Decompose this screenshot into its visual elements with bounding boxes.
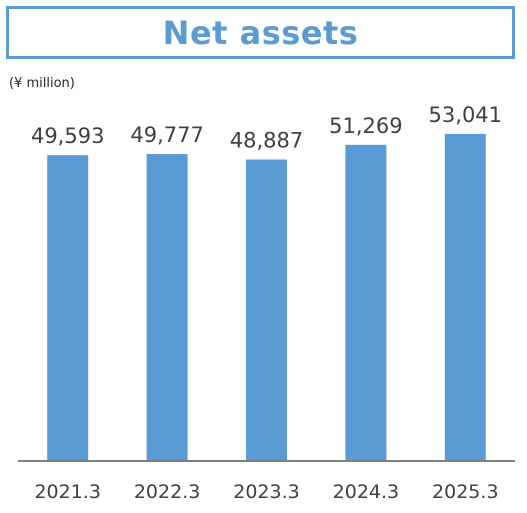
data-label-2023.3: 48,887 bbox=[230, 129, 303, 153]
x-tick-label-2025.3: 2025.3 bbox=[432, 481, 498, 503]
bar-2023.3 bbox=[246, 159, 287, 462]
x-tick-label-2021.3: 2021.3 bbox=[34, 481, 100, 503]
bar-2025.3 bbox=[444, 133, 486, 462]
x-tick-label-2023.3: 2023.3 bbox=[233, 481, 299, 503]
bar-2022.3 bbox=[146, 154, 188, 461]
x-tick-label-2022.3: 2022.3 bbox=[134, 481, 200, 503]
data-label-2024.3: 51,269 bbox=[329, 114, 402, 138]
bar-2024.3 bbox=[345, 144, 387, 461]
data-label-2025.3: 53,041 bbox=[429, 103, 502, 127]
data-label-2022.3: 49,777 bbox=[130, 123, 203, 147]
chart-title-box: Net assets bbox=[6, 6, 515, 59]
chart-title: Net assets bbox=[162, 13, 359, 52]
unit-label: (¥ million) bbox=[9, 76, 75, 91]
x-tick-labels-group: 2021.3 2022.3 2023.3 2024.3 2025.3 bbox=[34, 481, 498, 503]
x-tick-label-2024.3: 2024.3 bbox=[333, 481, 399, 503]
data-labels-group: 49,593 49,777 48,887 51,269 53,041 bbox=[31, 103, 502, 153]
bars-group bbox=[47, 133, 486, 462]
bar-2021.3 bbox=[47, 155, 89, 461]
data-label-2021.3: 49,593 bbox=[31, 124, 104, 148]
